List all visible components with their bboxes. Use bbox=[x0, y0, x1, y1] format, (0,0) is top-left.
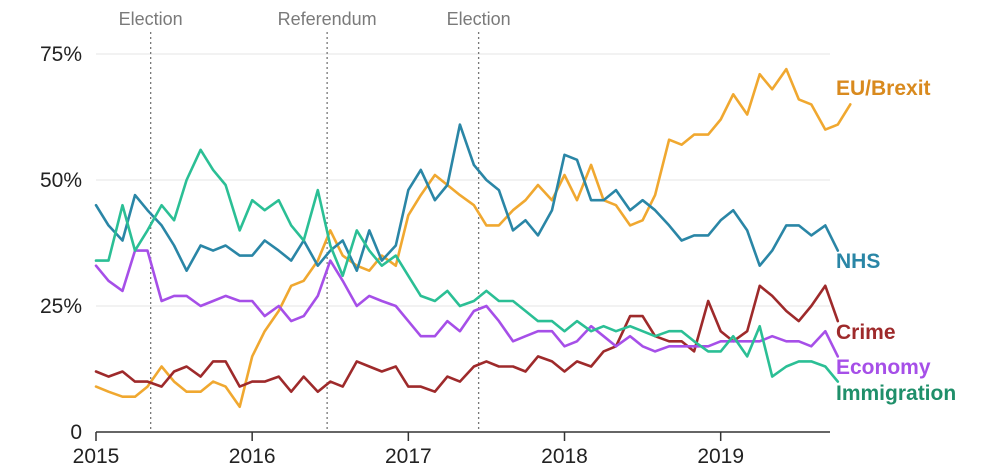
series-label-crime: Crime bbox=[836, 321, 896, 344]
x-tick-label: 2015 bbox=[73, 445, 120, 468]
series-lines bbox=[94, 67, 852, 409]
x-tick-label: 2019 bbox=[697, 445, 744, 468]
x-tick-label: 2018 bbox=[541, 445, 588, 468]
series-label-economy: Economy bbox=[836, 356, 931, 379]
event-label-referendum: Referendum bbox=[278, 9, 377, 29]
y-tick-label: 50% bbox=[40, 169, 82, 192]
series-line-economy bbox=[94, 249, 840, 358]
series-line-immigration bbox=[94, 148, 840, 383]
event-label-election: Election bbox=[119, 9, 183, 29]
event-label-election: Election bbox=[447, 9, 511, 29]
y-tick-label: 25% bbox=[40, 295, 82, 318]
x-tick-label: 2016 bbox=[229, 445, 276, 468]
event-markers: Election Referendum Election bbox=[119, 9, 511, 432]
series-line-eu-brexit bbox=[94, 67, 852, 409]
series-line-nhs bbox=[94, 123, 840, 272]
x-tick-label: 2017 bbox=[385, 445, 432, 468]
series-label-eu-brexit: EU/Brexit bbox=[836, 77, 931, 100]
series-label-immigration: Immigration bbox=[836, 382, 956, 405]
series-labels: EU/Brexit NHS Crime Economy Immigration bbox=[836, 77, 956, 405]
series-line-crime bbox=[94, 284, 840, 393]
axes: 0 25% 50% 75% 2015 2016 2017 2018 2019 bbox=[40, 43, 830, 468]
series-label-nhs: NHS bbox=[836, 250, 880, 273]
y-tick-label: 0 bbox=[70, 421, 82, 444]
gridlines bbox=[96, 53, 830, 307]
y-tick-label: 75% bbox=[40, 43, 82, 66]
